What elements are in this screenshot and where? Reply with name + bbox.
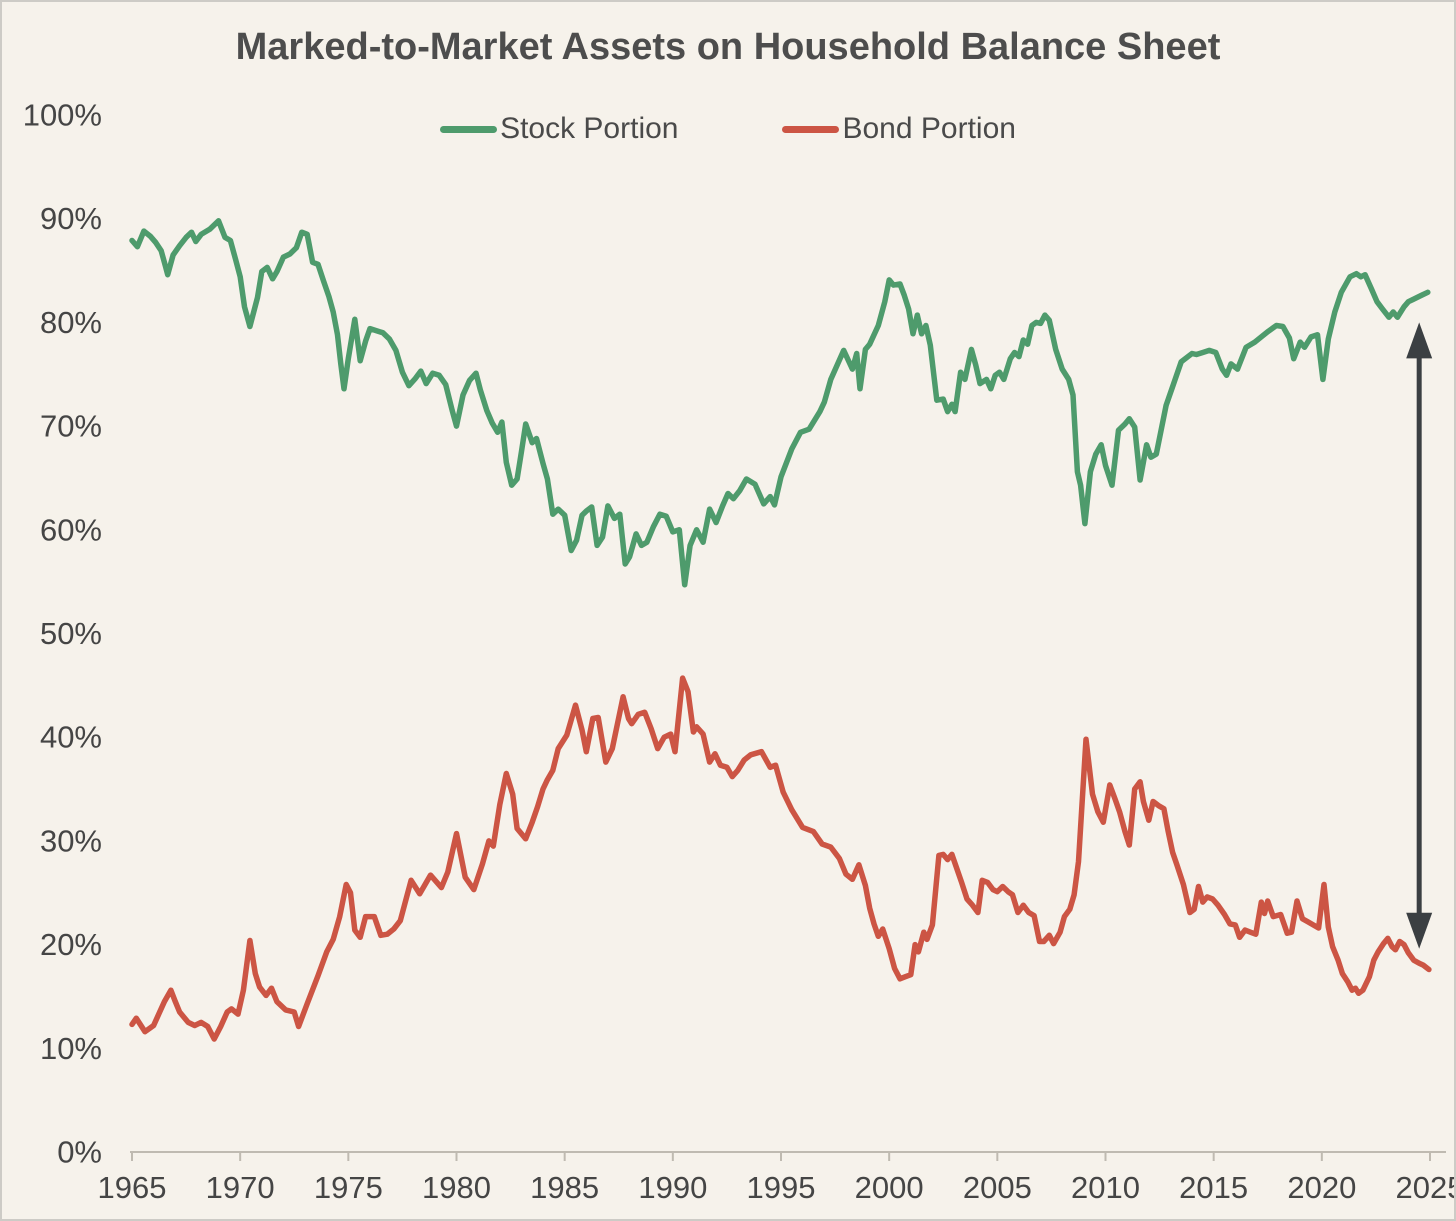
x-axis-label: 1995 xyxy=(747,1170,816,1205)
chart-title: Marked-to-Market Assets on Household Bal… xyxy=(235,26,1221,68)
bond-line-swatch-icon xyxy=(782,125,840,133)
x-axis-label: 1965 xyxy=(98,1170,167,1205)
legend-label-bond: Bond Portion xyxy=(842,112,1016,145)
gap-arrow-head-top-icon xyxy=(1406,322,1433,359)
y-axis-label: 50% xyxy=(40,616,102,651)
x-axis-label: 2015 xyxy=(1179,1170,1248,1205)
stock-line-swatch-icon xyxy=(440,125,498,133)
y-axis-label: 0% xyxy=(57,1135,102,1170)
legend-item-bond: Bond Portion xyxy=(782,112,1016,146)
y-axis-label: 30% xyxy=(40,823,102,858)
y-axis-label: 80% xyxy=(40,305,102,340)
x-axis-label: 2005 xyxy=(963,1170,1032,1205)
x-axis-label: 1975 xyxy=(314,1170,383,1205)
y-axis-label: 70% xyxy=(40,409,102,444)
x-axis-label: 2020 xyxy=(1287,1170,1356,1205)
x-axis-label: 1990 xyxy=(638,1170,707,1205)
x-axis-label: 2010 xyxy=(1071,1170,1140,1205)
x-axis-label: 1970 xyxy=(206,1170,275,1205)
x-axis-label: 1980 xyxy=(422,1170,491,1205)
series-line-stock xyxy=(129,218,1431,588)
y-axis-label: 100% xyxy=(23,98,102,133)
legend: Stock Portion Bond Portion xyxy=(2,112,1454,146)
y-axis-label: 40% xyxy=(40,720,102,755)
legend-label-stock: Stock Portion xyxy=(500,112,679,145)
y-axis-label: 60% xyxy=(40,512,102,547)
series-line-bond xyxy=(129,675,1432,1042)
legend-item-stock: Stock Portion xyxy=(440,112,678,146)
y-axis-label: 20% xyxy=(40,927,102,962)
x-axis-label: 1985 xyxy=(530,1170,599,1205)
x-axis-label: 2025 xyxy=(1396,1170,1456,1205)
x-axis-label: 2000 xyxy=(855,1170,924,1205)
y-axis-label: 10% xyxy=(40,1031,102,1066)
y-axis-label: 90% xyxy=(40,201,102,236)
gap-arrow-head-bottom-icon xyxy=(1406,912,1433,949)
